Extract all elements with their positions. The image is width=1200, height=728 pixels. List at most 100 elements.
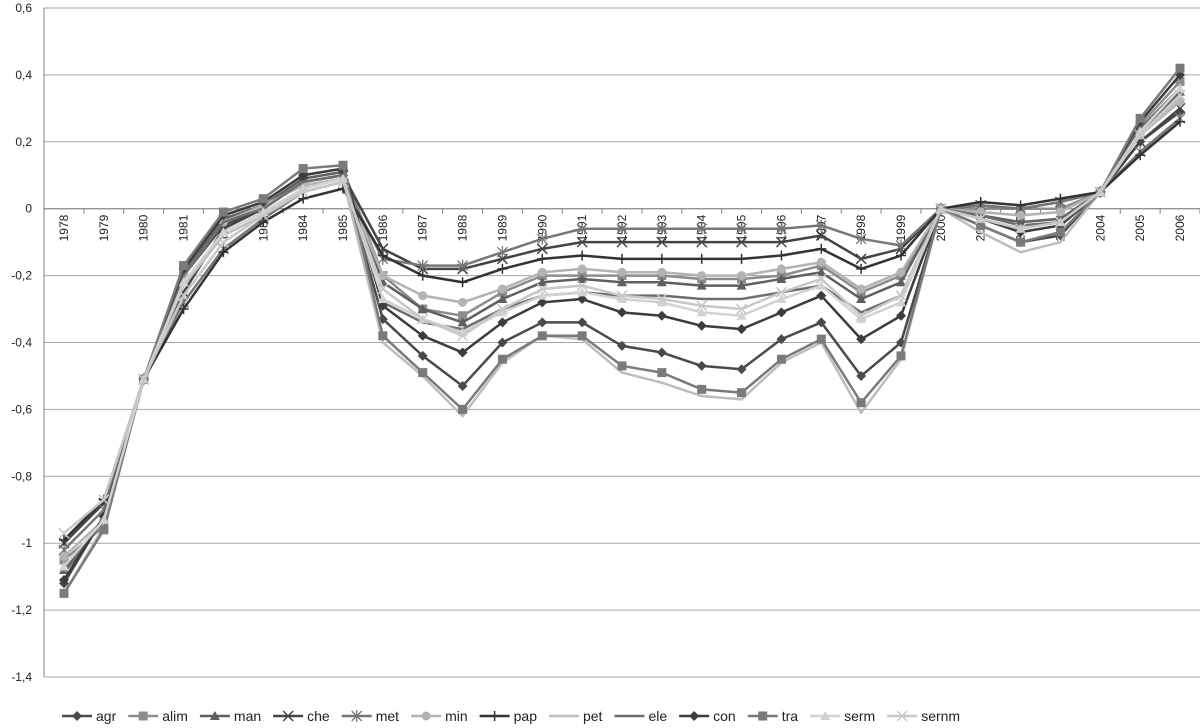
data-point-marker <box>418 291 428 301</box>
data-point-marker <box>896 250 906 261</box>
data-point-marker <box>696 360 707 371</box>
legend-label: serm <box>844 708 875 724</box>
data-point-marker <box>816 334 826 344</box>
data-point-marker <box>856 334 867 345</box>
series-line-con <box>62 74 1181 581</box>
legend-item-pet: pet <box>548 708 603 724</box>
data-point-marker <box>458 311 468 321</box>
data-point-marker <box>1094 186 1106 198</box>
y-tick-label: -0,6 <box>11 402 32 416</box>
data-point-marker <box>298 193 309 204</box>
data-point-marker <box>72 711 82 721</box>
x-tick-label: 2004 <box>1093 214 1107 241</box>
y-tick-label: 0 <box>25 202 32 216</box>
data-point-marker <box>1135 150 1146 161</box>
data-point-marker <box>282 710 294 722</box>
y-tick-label: 0,6 <box>15 1 32 15</box>
data-point-marker <box>537 317 548 328</box>
data-point-marker <box>1055 227 1065 237</box>
legend: agr alim man che met min pap pet ele con tra serm se… <box>62 708 960 724</box>
data-point-marker <box>577 287 588 297</box>
data-point-marker <box>616 222 628 235</box>
x-tick-label: 1986 <box>376 214 390 241</box>
data-point-marker <box>536 283 548 295</box>
data-point-marker <box>577 294 588 305</box>
data-point-marker <box>775 236 787 248</box>
data-point-marker <box>689 711 700 721</box>
data-point-marker <box>421 711 431 721</box>
data-point-marker <box>489 711 500 721</box>
data-point-marker <box>855 253 867 265</box>
data-point-marker <box>576 236 588 248</box>
series-line-che <box>63 107 1181 545</box>
data-point-marker <box>896 310 906 321</box>
series-ele <box>62 87 1181 575</box>
data-point-marker <box>895 239 907 252</box>
y-tick-label: -0,2 <box>11 269 32 283</box>
data-point-marker <box>138 373 150 385</box>
data-point-marker <box>820 711 831 720</box>
data-point-marker <box>378 271 388 281</box>
data-point-marker <box>758 711 768 721</box>
data-point-marker <box>976 220 986 230</box>
data-point-marker <box>59 534 69 545</box>
series-line-min <box>63 100 1181 558</box>
y-tick-label: -1,4 <box>11 670 32 684</box>
data-point-marker <box>536 232 548 245</box>
data-point-marker <box>696 253 707 264</box>
data-point-marker <box>776 264 786 274</box>
data-point-marker <box>457 317 468 327</box>
data-point-marker <box>856 284 866 294</box>
y-tick-label: -0,8 <box>11 469 32 483</box>
data-point-marker <box>815 273 827 285</box>
data-point-marker <box>297 186 309 198</box>
data-point-marker <box>896 277 906 287</box>
series-pet <box>62 97 1181 595</box>
data-point-marker <box>1054 216 1066 228</box>
data-point-marker <box>257 209 269 221</box>
data-point-marker <box>856 294 867 304</box>
data-point-marker <box>737 271 747 281</box>
data-point-marker <box>458 297 468 307</box>
data-point-marker <box>895 290 907 302</box>
data-point-marker <box>1055 193 1066 204</box>
data-point-marker <box>98 494 110 506</box>
data-point-marker <box>736 364 747 375</box>
data-point-marker <box>378 331 388 341</box>
data-point-marker <box>178 290 190 302</box>
data-point-marker <box>417 350 428 361</box>
data-point-marker <box>816 290 827 301</box>
data-point-marker <box>298 164 308 174</box>
data-point-marker <box>351 710 363 722</box>
data-point-marker <box>617 267 627 277</box>
data-point-marker <box>218 207 228 217</box>
data-point-marker <box>656 236 668 248</box>
data-point-marker <box>616 290 628 302</box>
data-point-marker <box>617 277 627 287</box>
data-point-marker <box>617 361 627 371</box>
data-point-marker <box>337 176 349 188</box>
data-point-marker <box>497 307 508 317</box>
series-agr <box>59 106 1185 589</box>
data-point-marker <box>736 303 748 315</box>
series-line-alim <box>63 80 1181 561</box>
data-point-marker <box>896 710 908 722</box>
data-point-marker <box>457 330 469 342</box>
data-point-marker <box>496 303 508 315</box>
data-point-marker <box>537 331 547 341</box>
x-tick-label: 1989 <box>495 214 509 241</box>
y-tick-label: -1 <box>21 536 32 550</box>
series-alim <box>59 77 1185 565</box>
data-point-marker <box>975 213 987 225</box>
data-point-marker <box>696 280 707 290</box>
legend-item-con: con <box>679 708 736 724</box>
series-min <box>59 97 1185 562</box>
legend-item-alim: alim <box>128 708 188 724</box>
y-tick-label: -0,4 <box>11 336 32 350</box>
series-con <box>59 69 1185 585</box>
data-point-marker <box>657 267 667 277</box>
data-point-marker <box>218 227 229 237</box>
data-point-marker <box>218 247 229 258</box>
data-point-marker <box>417 259 429 272</box>
data-point-marker <box>696 222 708 235</box>
